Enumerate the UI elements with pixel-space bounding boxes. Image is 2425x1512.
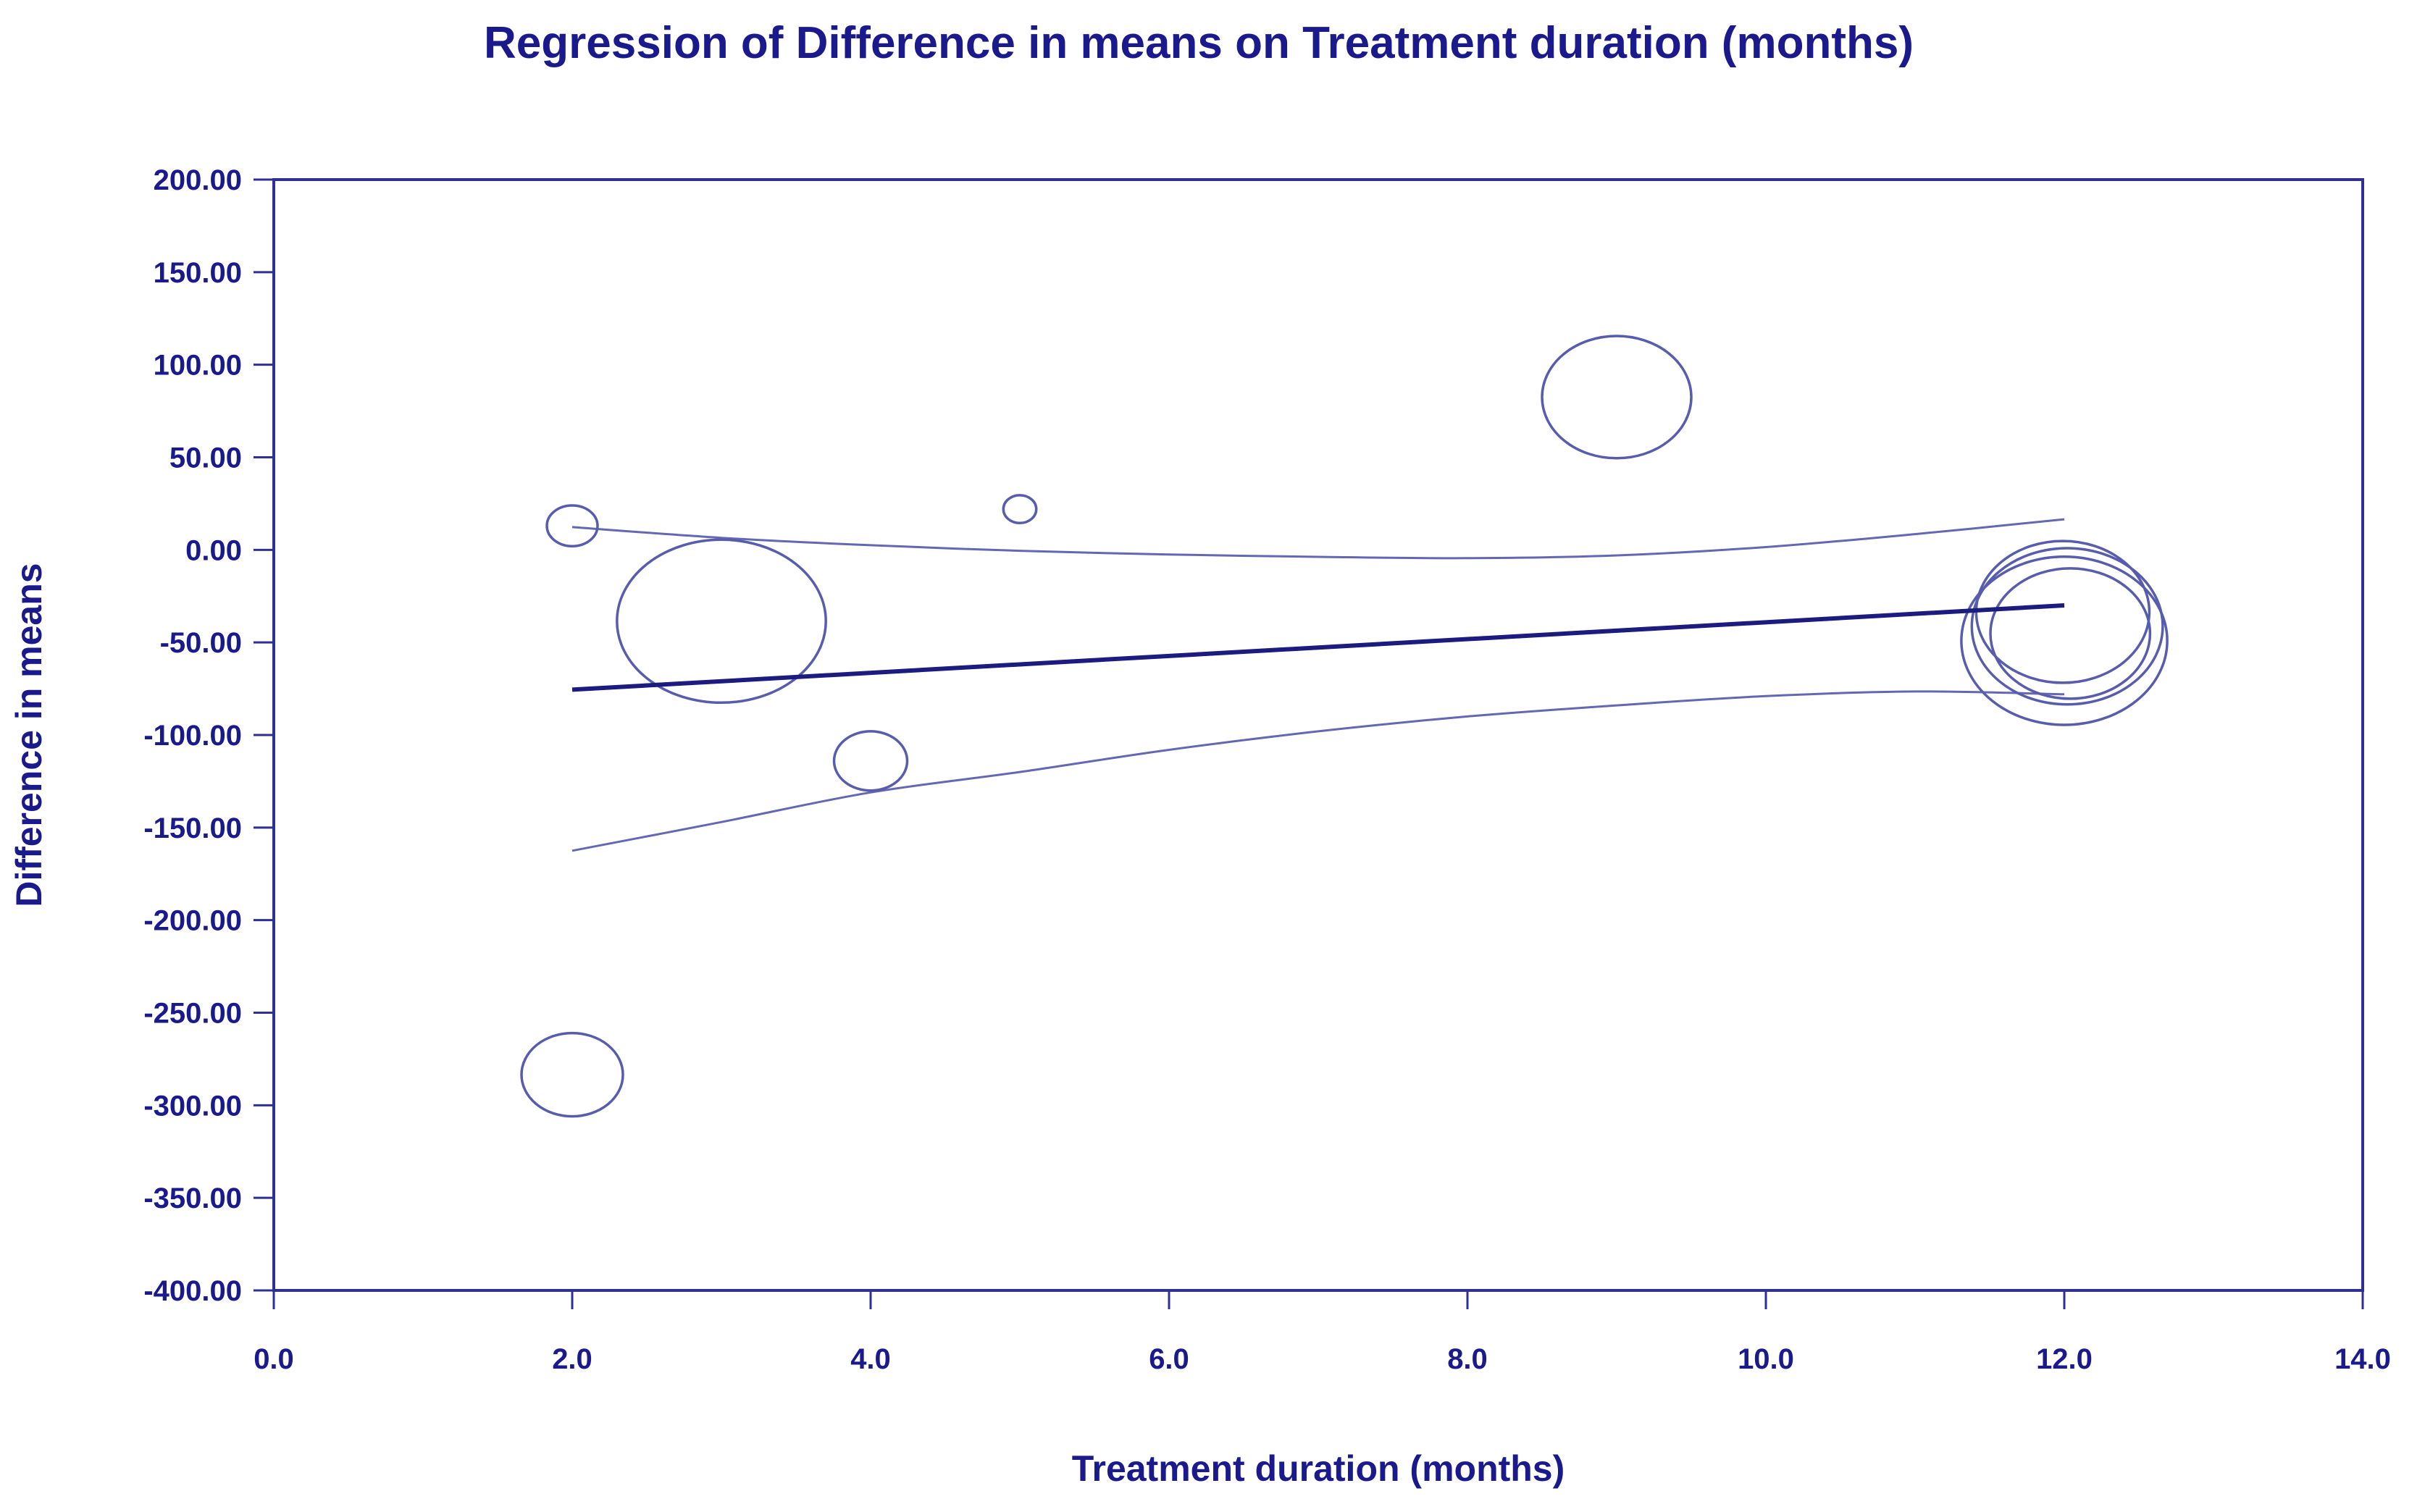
y-tick-label: -250.00 [143, 998, 242, 1030]
y-tick-label: -300.00 [143, 1090, 242, 1122]
x-tick-label: 0.0 [254, 1343, 294, 1375]
study-bubble [1960, 555, 2169, 726]
y-tick-label: 100.00 [154, 350, 242, 382]
y-tick-label: -100.00 [143, 720, 242, 752]
y-tick-label: 150.00 [154, 257, 242, 289]
chart-title: Regression of Difference in means on Tre… [484, 18, 1914, 68]
regression-line [571, 603, 2065, 692]
x-tick-label: 10.0 [1738, 1343, 1794, 1375]
upper-confidence-band [571, 518, 2065, 560]
x-tick-label: 4.0 [850, 1343, 891, 1375]
lower-confidence-band [571, 690, 2065, 852]
x-tick-label: 2.0 [552, 1343, 592, 1375]
x-tick-label: 12.0 [2036, 1343, 2093, 1375]
y-tick-label: 0.00 [185, 534, 242, 566]
x-tick-label: 14.0 [2334, 1343, 2391, 1375]
study-bubble [1002, 494, 1038, 525]
study-bubble [520, 1031, 624, 1118]
y-axis-title: Difference in means [9, 563, 49, 907]
study-bubble [1989, 567, 2152, 700]
y-tick-label: -350.00 [143, 1183, 242, 1214]
y-tick-label: 200.00 [154, 164, 242, 196]
study-bubble [545, 504, 599, 547]
plot-border [272, 178, 2364, 1292]
y-tick-label: 50.00 [169, 442, 242, 474]
x-tick-label: 8.0 [1447, 1343, 1488, 1375]
y-tick-label: -200.00 [143, 905, 242, 937]
study-bubbles [520, 335, 2169, 1118]
study-bubble [1970, 547, 2164, 706]
x-tick-label: 6.0 [1149, 1343, 1189, 1375]
confidence-bands [571, 518, 2065, 852]
study-bubble [1541, 335, 1693, 460]
y-tick-label: -400.00 [143, 1275, 242, 1307]
y-axis-ticks: 200.00 150.00 100.00 50.00 0.00 -50.00 -100.00… [143, 164, 274, 1307]
study-bubble [832, 730, 909, 792]
x-axis-ticks: 0.0 2.0 4.0 6.0 8.0 10.0 12.0 14.0 [254, 1290, 2391, 1375]
study-bubble [616, 538, 827, 705]
y-tick-label: -50.00 [160, 627, 242, 659]
y-tick-label: -150.00 [143, 812, 242, 844]
x-axis-title: Treatment duration (months) [1072, 1448, 1565, 1489]
